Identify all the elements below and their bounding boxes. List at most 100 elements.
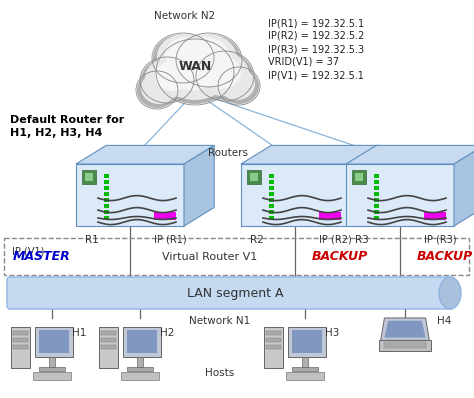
FancyBboxPatch shape [7, 277, 453, 309]
Text: BACKUP: BACKUP [312, 250, 368, 263]
Text: WAN: WAN [178, 59, 211, 72]
Polygon shape [184, 145, 214, 226]
Text: VRID(V1) = 37: VRID(V1) = 37 [268, 57, 339, 67]
Bar [374, 174, 379, 178]
Bar [127, 367, 153, 371]
Bar [424, 212, 446, 220]
Polygon shape [349, 145, 379, 226]
Polygon shape [241, 164, 349, 226]
Ellipse shape [153, 34, 213, 82]
Ellipse shape [177, 34, 237, 82]
Bar [269, 186, 274, 190]
Bar [104, 192, 109, 196]
Text: IP(R3) = 192.32.5.3: IP(R3) = 192.32.5.3 [268, 44, 364, 54]
Bar [269, 198, 274, 202]
Ellipse shape [137, 72, 177, 108]
Bar [35, 327, 73, 357]
Text: Network N2: Network N2 [155, 11, 216, 21]
Bar [85, 173, 93, 181]
Text: H4: H4 [437, 316, 451, 326]
Bar [374, 210, 379, 214]
Bar [264, 327, 283, 369]
Ellipse shape [197, 52, 253, 100]
Polygon shape [241, 145, 379, 164]
Bar [269, 204, 274, 208]
Bar [104, 186, 109, 190]
Bar [121, 372, 159, 380]
Bar [319, 212, 341, 220]
Text: R1: R1 [85, 235, 99, 245]
Polygon shape [454, 145, 474, 226]
Text: IP(R1) = 192.32.5.1: IP(R1) = 192.32.5.1 [268, 18, 364, 28]
Bar [288, 327, 326, 357]
Text: MASTER: MASTER [13, 250, 71, 263]
Bar [379, 340, 431, 351]
Text: R2: R2 [250, 235, 264, 245]
Text: Hosts: Hosts [205, 368, 235, 378]
Ellipse shape [439, 277, 461, 309]
Ellipse shape [219, 68, 259, 104]
Ellipse shape [165, 46, 221, 90]
Bar [286, 372, 324, 380]
Ellipse shape [155, 61, 191, 91]
Bar [104, 174, 109, 178]
Polygon shape [384, 321, 426, 338]
Bar [101, 331, 116, 335]
Bar [355, 173, 363, 181]
Bar [101, 338, 116, 342]
Bar [154, 212, 176, 220]
Bar [374, 204, 379, 208]
Bar [101, 345, 116, 349]
Ellipse shape [177, 34, 241, 86]
Ellipse shape [145, 58, 193, 98]
Bar [137, 357, 143, 367]
Text: IP (R2): IP (R2) [319, 235, 352, 245]
Text: Default Router for: Default Router for [10, 115, 124, 125]
Bar [266, 338, 281, 342]
Polygon shape [381, 318, 429, 340]
Ellipse shape [159, 40, 231, 100]
Bar [374, 180, 379, 184]
Ellipse shape [165, 37, 209, 71]
Bar [292, 330, 322, 353]
Ellipse shape [197, 52, 249, 96]
Bar [104, 216, 109, 220]
Text: H2: H2 [160, 328, 174, 338]
Bar [39, 330, 69, 353]
Text: BACKUP: BACKUP [417, 250, 473, 263]
Ellipse shape [181, 37, 229, 75]
Ellipse shape [141, 58, 193, 102]
Ellipse shape [157, 40, 233, 104]
Ellipse shape [219, 68, 255, 100]
Bar [374, 186, 379, 190]
Bar [39, 367, 65, 371]
Bar [99, 327, 118, 369]
Text: H1: H1 [72, 328, 86, 338]
Bar [374, 192, 379, 196]
Bar [104, 198, 109, 202]
Ellipse shape [201, 55, 241, 89]
Bar [292, 367, 318, 371]
Bar [49, 357, 55, 367]
Bar [11, 327, 29, 369]
Bar [302, 357, 308, 367]
Bar [104, 204, 109, 208]
Bar [384, 342, 426, 348]
Text: IP(V1) = 192.32.5.1: IP(V1) = 192.32.5.1 [268, 70, 364, 80]
Bar [247, 170, 261, 184]
Bar [123, 327, 161, 357]
Text: H1, H2, H3, H4: H1, H2, H3, H4 [10, 128, 102, 138]
Bar [269, 210, 274, 214]
Bar [13, 331, 27, 335]
Bar [374, 198, 379, 202]
Polygon shape [76, 164, 184, 226]
Bar [250, 173, 258, 181]
Text: LAN segment A: LAN segment A [187, 287, 283, 300]
Bar [266, 331, 281, 335]
Bar [13, 345, 27, 349]
Bar [266, 345, 281, 349]
Ellipse shape [141, 72, 177, 104]
Text: Routers: Routers [208, 148, 248, 158]
Bar [13, 338, 27, 342]
Polygon shape [346, 145, 474, 164]
